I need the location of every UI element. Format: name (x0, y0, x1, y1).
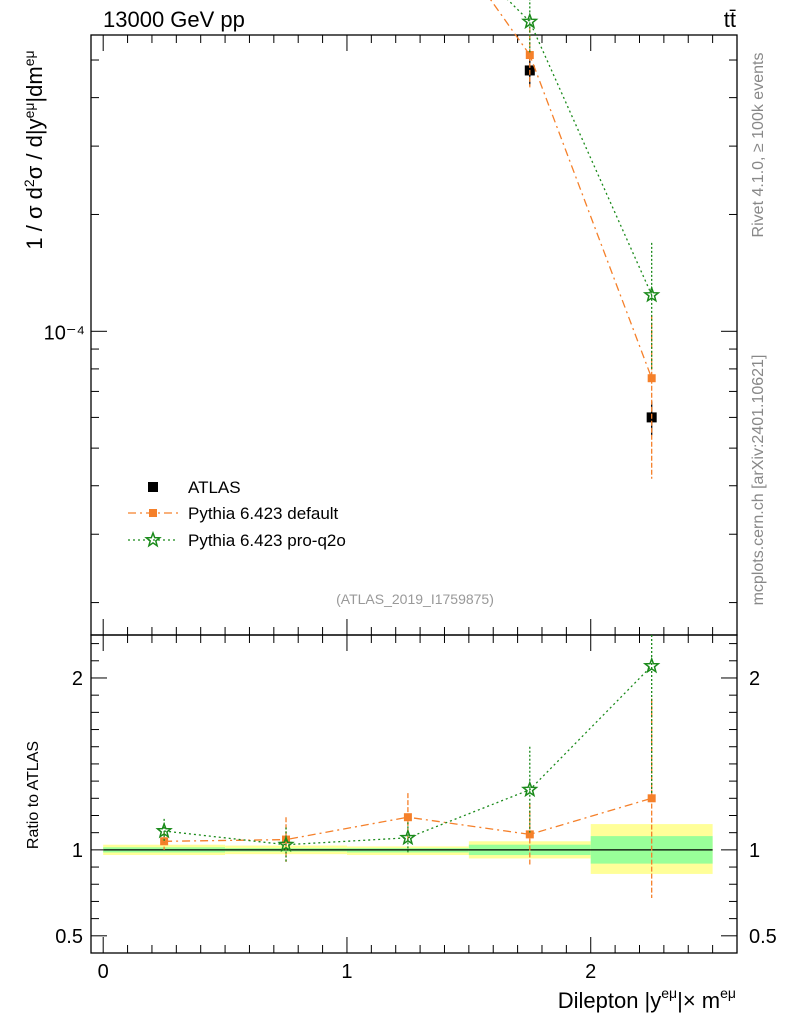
mcplots-label: mcplots.cern.ch [arXiv:2401.10621] (750, 355, 767, 606)
pythia-pro-q2o-line (507, 0, 653, 296)
pythia-default-legend-label: Pythia 6.423 default (188, 504, 339, 523)
pythia-default-point (647, 374, 656, 383)
pythia-default-ratio-point (403, 813, 412, 822)
pythia-pro-q2o-point (642, 285, 661, 303)
analysis-watermark: (ATLAS_2019_I1759875) (336, 591, 494, 607)
pythia-pro-q2o-ratio-line (164, 665, 653, 846)
x-tick-label: 0 (98, 961, 109, 983)
x-tick-label: 1 (341, 961, 352, 983)
ratio-y-tick-label: 0.5 (749, 926, 777, 948)
ratio-y-tick-label: 1 (72, 840, 83, 862)
energy-label: 13000 GeV pp (103, 7, 245, 32)
atlas-legend-marker (148, 482, 158, 492)
pythia-default-legend-marker (149, 509, 157, 517)
pythia-pro-q2o-ratio-point (521, 780, 539, 798)
main-y-axis-title: 1 / σ d2σ / d|yeμ|dmeμ (21, 50, 47, 249)
pythia-default-line (490, 0, 653, 379)
x-tick-label: 2 (585, 961, 596, 983)
pythia-default-ratio-point (525, 830, 534, 839)
ratio-y-tick-label: 1 (749, 840, 760, 862)
pythia-pro-q2o-legend-label: Pythia 6.423 pro-q2o (188, 531, 346, 550)
ratio-y-tick-label: 2 (72, 668, 83, 690)
y-tick-label: 10⁻⁴ (44, 322, 85, 344)
rivet-label: Rivet 4.1.0, ≥ 100k events (750, 53, 767, 238)
ratio-plot-frame (90, 634, 738, 954)
pythia-pro-q2o-point (521, 12, 539, 30)
pythia-pro-q2o-ratio-point (642, 656, 661, 674)
pythia-default-ratio-point (160, 837, 169, 846)
pythia-pro-q2o-ratio-point (399, 828, 417, 846)
x-axis-title: Dilepton |yeμ|× meμ (558, 985, 736, 1013)
pythia-pro-q2o-ratio-point (155, 821, 173, 839)
process-label: tt̄ (724, 7, 736, 32)
ratio-y-axis-title: Ratio to ATLAS (25, 741, 42, 849)
pythia-default-point (525, 51, 534, 60)
pythia-pro-q2o-legend-marker (144, 530, 162, 548)
atlas-legend-label: ATLAS (188, 478, 241, 497)
pythia-pro-q2o-ratio-point (277, 835, 295, 853)
ratio-y-tick-label: 2 (749, 668, 760, 690)
pythia-default-ratio-point (647, 794, 656, 803)
ratio-y-tick-label: 0.5 (55, 926, 83, 948)
